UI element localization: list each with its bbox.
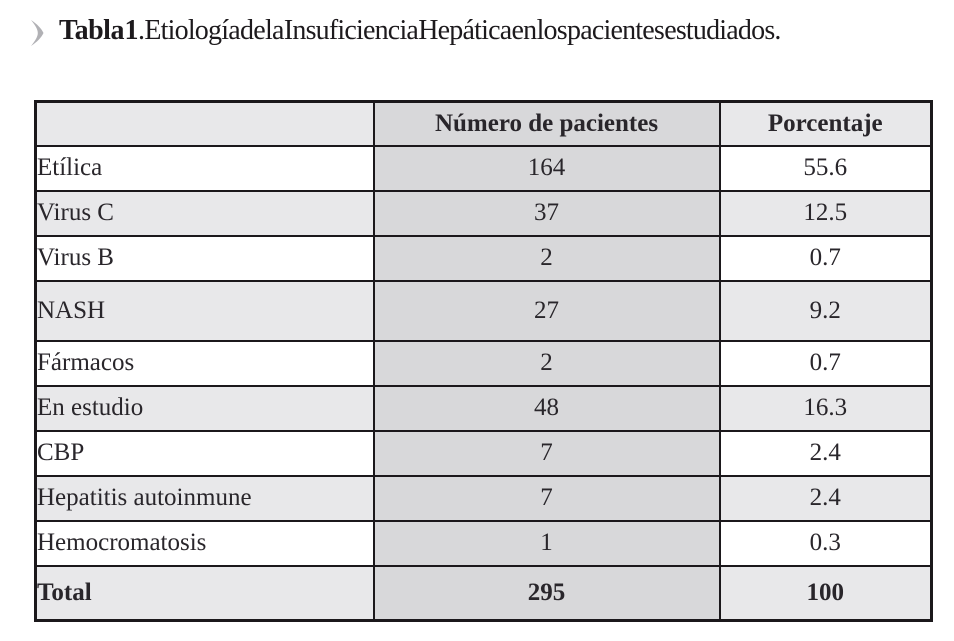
table-row-virus-b: Virus B 2 0.7 [34, 234, 933, 282]
percent-cell: 2.4 [718, 474, 933, 522]
etiology-cell: NASH [34, 279, 375, 342]
etiology-cell: Fármacos [34, 339, 375, 387]
patients-cell: 27 [372, 279, 721, 342]
patients-cell: 2 [372, 339, 721, 387]
etiology-cell: Virus C [34, 189, 375, 237]
chevron-right-ornament-icon [28, 19, 45, 52]
percent-cell: 16.3 [718, 384, 933, 432]
header-patients-cell: Número de pacientes [372, 100, 721, 147]
table-row-cbp: CBP 7 2.4 [34, 429, 933, 477]
percent-cell: 55.6 [718, 144, 933, 192]
patients-cell: 7 [372, 429, 721, 477]
table-row-en-estudio: En estudio 48 16.3 [34, 384, 933, 432]
patients-cell: 164 [372, 144, 721, 192]
table-caption: Tabla 1. Etiología de la Insuficiencia H… [28, 14, 938, 52]
etiology-cell: Hepatitis autoinmune [34, 474, 375, 522]
table-number-label: Tabla 1 [59, 15, 138, 46]
etiology-cell: Hemocromatosis [34, 519, 375, 567]
percent-cell: 2.4 [718, 429, 933, 477]
table-header-row: Número de pacientes Porcentaje [34, 100, 933, 147]
table-row-farmacos: Fármacos 2 0.7 [34, 339, 933, 387]
patients-cell: 7 [372, 474, 721, 522]
patients-cell: 37 [372, 189, 721, 237]
percent-cell: 12.5 [718, 189, 933, 237]
table-title-text: . Etiología de la Insuficiencia Hepática… [137, 15, 781, 46]
patients-cell: 48 [372, 384, 721, 432]
table-row-nash: NASH 27 9.2 [34, 279, 933, 342]
patients-cell: 295 [372, 564, 721, 622]
percent-cell: 0.3 [718, 519, 933, 567]
etiology-cell: Etílica [34, 144, 375, 192]
header-percent-cell: Porcentaje [718, 100, 933, 147]
etiology-cell: CBP [34, 429, 375, 477]
percent-cell: 0.7 [718, 234, 933, 282]
etiology-cell: En estudio [34, 384, 375, 432]
table-row-hepatitis-autoinmune: Hepatitis autoinmune 7 2.4 [34, 474, 933, 522]
table-row-virus-c: Virus C 37 12.5 [34, 189, 933, 237]
etiology-table: Número de pacientes Porcentaje Etílica 1… [34, 100, 933, 622]
page-title: Tabla 1. Etiología de la Insuficiencia H… [59, 14, 781, 48]
table-row-etilica: Etílica 164 55.6 [34, 144, 933, 192]
percent-cell: 100 [718, 564, 933, 622]
patients-cell: 2 [372, 234, 721, 282]
table-row-hemocromatosis: Hemocromatosis 1 0.3 [34, 519, 933, 567]
percent-cell: 0.7 [718, 339, 933, 387]
table-row-total: Total 295 100 [34, 564, 933, 622]
etiology-cell: Total [34, 564, 375, 622]
patients-cell: 1 [372, 519, 721, 567]
percent-cell: 9.2 [718, 279, 933, 342]
header-etiology-cell [34, 100, 375, 147]
etiology-cell: Virus B [34, 234, 375, 282]
